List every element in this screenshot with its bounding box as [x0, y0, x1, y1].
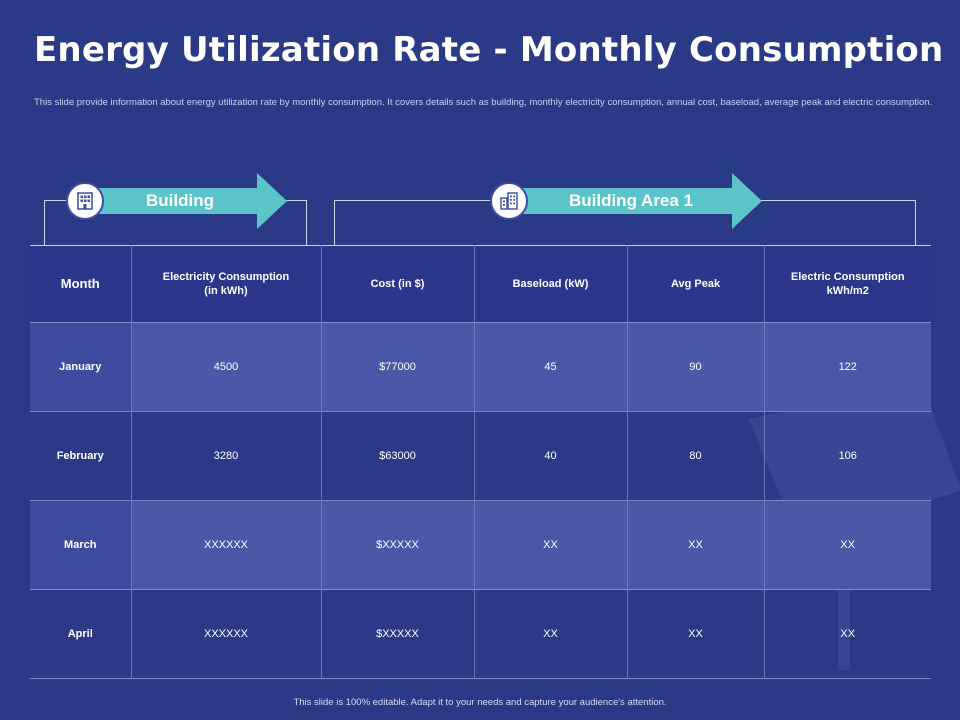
month-cell: March: [30, 500, 131, 590]
avg-peak-cell: 90: [626, 322, 764, 412]
baseload-cell: XX: [473, 589, 627, 679]
table-row: February 3280 $63000 40 80 106: [30, 411, 931, 501]
consumption-cell: XXXXXX: [130, 500, 321, 590]
avg-peak-cell: XX: [626, 589, 764, 679]
cost-cell: $77000: [320, 322, 474, 412]
header-electric-consumption: Electric Consumption kWh/m2: [763, 245, 931, 323]
electric-consumption-cell: XX: [763, 500, 931, 590]
header-cost: Cost (in $): [320, 245, 474, 323]
building-icon: [66, 182, 104, 220]
building-arrow: Building: [85, 173, 287, 229]
baseload-cell: XX: [473, 500, 627, 590]
table-row: April XXXXXX $XXXXX XX XX XX: [30, 589, 931, 679]
building-area-arrow: Building Area 1: [510, 173, 762, 229]
consumption-cell: 3280: [130, 411, 321, 501]
table-row: March XXXXXX $XXXXX XX XX XX: [30, 500, 931, 590]
baseload-cell: 45: [473, 322, 627, 412]
month-cell: February: [56, 450, 104, 462]
table-row: January 4500 $77000 45 90 122: [30, 322, 931, 412]
slide-title: Energy Utilization Rate - Monthly Consum…: [34, 30, 944, 70]
avg-peak-cell: 80: [626, 411, 764, 501]
month-cell: April: [67, 628, 93, 640]
header-month: Month: [30, 245, 131, 323]
cost-cell: $XXXXX: [320, 589, 474, 679]
cost-cell: $XXXXX: [320, 500, 474, 590]
building-arrow-label: Building: [146, 191, 214, 210]
avg-peak-cell: XX: [626, 500, 764, 590]
month-cell: January: [30, 322, 131, 412]
baseload-cell: 40: [473, 411, 627, 501]
header-electricity-consumption: Electricity Consumption (in kWh): [130, 245, 321, 323]
office-building-icon: [490, 182, 528, 220]
header-baseload: Baseload (kW): [473, 245, 627, 323]
consumption-table: Month Electricity Consumption (in kWh) C…: [30, 245, 931, 679]
table-header-row: Month Electricity Consumption (in kWh) C…: [30, 245, 931, 323]
electric-consumption-cell: 106: [763, 411, 931, 501]
electric-consumption-cell: XX: [763, 589, 931, 679]
consumption-cell: XXXXXX: [130, 589, 321, 679]
electric-consumption-cell: 122: [763, 322, 931, 412]
header-avg-peak: Avg Peak: [626, 245, 764, 323]
slide-footer: This slide is 100% editable. Adapt it to…: [293, 697, 667, 708]
building-area-arrow-label: Building Area 1: [568, 191, 694, 210]
slide-subtitle: This slide provide information about ene…: [34, 97, 933, 108]
cost-cell: $63000: [320, 411, 474, 501]
consumption-cell: 4500: [130, 322, 321, 412]
